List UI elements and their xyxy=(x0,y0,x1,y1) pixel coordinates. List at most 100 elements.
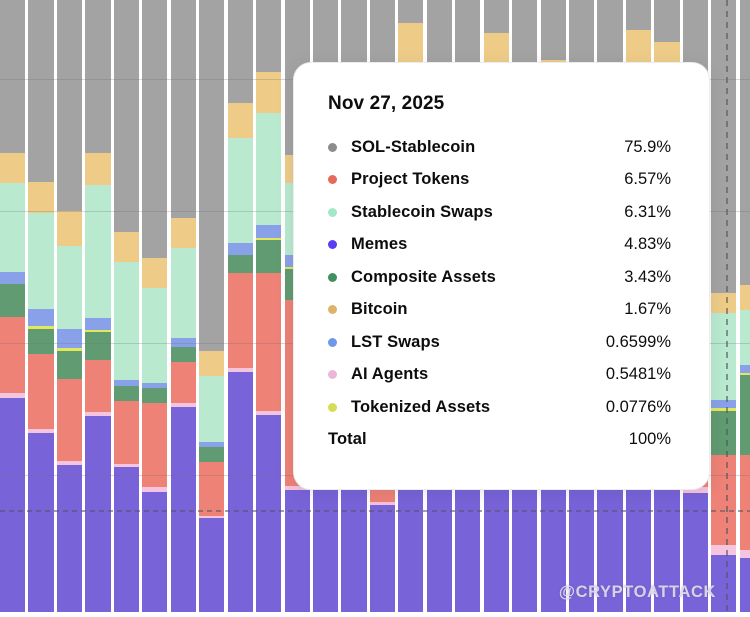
segment-memes[interactable] xyxy=(426,488,452,612)
segment-ai-agents[interactable] xyxy=(85,412,111,416)
stacked-bar[interactable] xyxy=(56,0,83,612)
stacked-bar[interactable] xyxy=(113,0,139,612)
segment-ai-agents[interactable] xyxy=(142,487,168,492)
segment-sol-stablecoin[interactable] xyxy=(142,0,168,258)
segment-sol-stablecoin[interactable] xyxy=(540,0,566,60)
segment-memes[interactable] xyxy=(398,488,424,612)
segment-stablecoin-swaps[interactable] xyxy=(56,246,83,329)
segment-bitcoin[interactable] xyxy=(739,285,750,310)
segment-composite-assets[interactable] xyxy=(28,329,54,354)
segment-sol-stablecoin[interactable] xyxy=(28,0,54,182)
segment-project-tokens[interactable] xyxy=(56,379,83,461)
segment-tokenized-assets[interactable] xyxy=(28,326,54,329)
segment-sol-stablecoin[interactable] xyxy=(739,0,750,285)
segment-composite-assets[interactable] xyxy=(170,347,196,362)
segment-bitcoin[interactable] xyxy=(227,103,253,138)
segment-sol-stablecoin[interactable] xyxy=(711,0,737,293)
stacked-bar[interactable] xyxy=(28,0,54,612)
segment-project-tokens[interactable] xyxy=(28,354,54,429)
segment-composite-assets[interactable] xyxy=(199,447,225,462)
segment-ai-agents[interactable] xyxy=(170,403,196,407)
segment-bitcoin[interactable] xyxy=(85,153,111,185)
segment-memes[interactable] xyxy=(199,518,225,612)
segment-ai-agents[interactable] xyxy=(0,393,26,398)
segment-memes[interactable] xyxy=(540,486,566,612)
segment-memes[interactable] xyxy=(597,486,623,612)
segment-composite-assets[interactable] xyxy=(113,386,139,401)
segment-lst-swaps[interactable] xyxy=(85,318,111,330)
segment-composite-assets[interactable] xyxy=(711,411,737,455)
segment-project-tokens[interactable] xyxy=(199,462,225,516)
segment-memes[interactable] xyxy=(739,558,750,612)
segment-bitcoin[interactable] xyxy=(0,153,26,183)
segment-sol-stablecoin[interactable] xyxy=(170,0,196,218)
segment-memes[interactable] xyxy=(85,416,111,612)
segment-lst-swaps[interactable] xyxy=(113,380,139,386)
segment-project-tokens[interactable] xyxy=(711,455,737,545)
segment-lst-swaps[interactable] xyxy=(199,442,225,447)
segment-ai-agents[interactable] xyxy=(256,411,282,415)
segment-stablecoin-swaps[interactable] xyxy=(85,185,111,318)
segment-composite-assets[interactable] xyxy=(0,284,26,317)
segment-sol-stablecoin[interactable] xyxy=(85,0,111,153)
segment-sol-stablecoin[interactable] xyxy=(199,0,225,351)
stacked-bar[interactable] xyxy=(170,0,196,612)
segment-stablecoin-swaps[interactable] xyxy=(113,262,139,380)
segment-bitcoin[interactable] xyxy=(113,232,139,262)
segment-composite-assets[interactable] xyxy=(739,375,750,455)
segment-stablecoin-swaps[interactable] xyxy=(0,183,26,272)
segment-memes[interactable] xyxy=(56,465,83,612)
segment-sol-stablecoin[interactable] xyxy=(0,0,26,153)
segment-project-tokens[interactable] xyxy=(85,360,111,412)
segment-ai-agents[interactable] xyxy=(227,368,253,372)
segment-lst-swaps[interactable] xyxy=(142,383,168,388)
stacked-bar[interactable] xyxy=(739,0,750,612)
segment-memes[interactable] xyxy=(625,486,652,612)
segment-memes[interactable] xyxy=(113,467,139,612)
segment-tokenized-assets[interactable] xyxy=(739,373,750,375)
segment-ai-agents[interactable] xyxy=(113,464,139,467)
stacked-bar[interactable] xyxy=(256,0,282,612)
segment-composite-assets[interactable] xyxy=(142,388,168,403)
segment-memes[interactable] xyxy=(569,486,595,612)
segment-sol-stablecoin[interactable] xyxy=(113,0,139,232)
stacked-bar[interactable] xyxy=(0,0,26,612)
segment-project-tokens[interactable] xyxy=(739,455,750,550)
segment-memes[interactable] xyxy=(170,407,196,612)
segment-bitcoin[interactable] xyxy=(28,182,54,213)
segment-stablecoin-swaps[interactable] xyxy=(227,138,253,243)
segment-sol-stablecoin[interactable] xyxy=(625,0,652,30)
segment-sol-stablecoin[interactable] xyxy=(398,0,424,23)
segment-stablecoin-swaps[interactable] xyxy=(256,113,282,225)
segment-memes[interactable] xyxy=(711,555,737,612)
segment-ai-agents[interactable] xyxy=(711,545,737,555)
segment-ai-agents[interactable] xyxy=(56,461,83,465)
segment-memes[interactable] xyxy=(0,398,26,612)
segment-memes[interactable] xyxy=(142,492,168,612)
segment-memes[interactable] xyxy=(256,415,282,612)
segment-lst-swaps[interactable] xyxy=(739,365,750,373)
segment-project-tokens[interactable] xyxy=(142,403,168,487)
segment-memes[interactable] xyxy=(455,488,481,612)
segment-stablecoin-swaps[interactable] xyxy=(170,248,196,338)
segment-sol-stablecoin[interactable] xyxy=(654,0,680,42)
segment-project-tokens[interactable] xyxy=(0,317,26,393)
segment-memes[interactable] xyxy=(369,505,396,612)
segment-ai-agents[interactable] xyxy=(199,516,225,518)
segment-stablecoin-swaps[interactable] xyxy=(199,376,225,442)
stacked-bar[interactable] xyxy=(85,0,111,612)
segment-tokenized-assets[interactable] xyxy=(711,408,737,411)
segment-stablecoin-swaps[interactable] xyxy=(711,313,737,400)
segment-ai-agents[interactable] xyxy=(682,487,708,493)
segment-composite-assets[interactable] xyxy=(85,332,111,360)
segment-memes[interactable] xyxy=(682,493,708,612)
segment-lst-swaps[interactable] xyxy=(170,338,196,347)
segment-ai-agents[interactable] xyxy=(369,502,396,505)
segment-lst-swaps[interactable] xyxy=(256,225,282,238)
segment-bitcoin[interactable] xyxy=(398,23,424,68)
stacked-bar-hovered[interactable] xyxy=(711,0,737,612)
stacked-bar[interactable] xyxy=(227,0,253,612)
segment-bitcoin[interactable] xyxy=(142,258,168,288)
segment-stablecoin-swaps[interactable] xyxy=(739,310,750,365)
segment-lst-swaps[interactable] xyxy=(711,400,737,408)
